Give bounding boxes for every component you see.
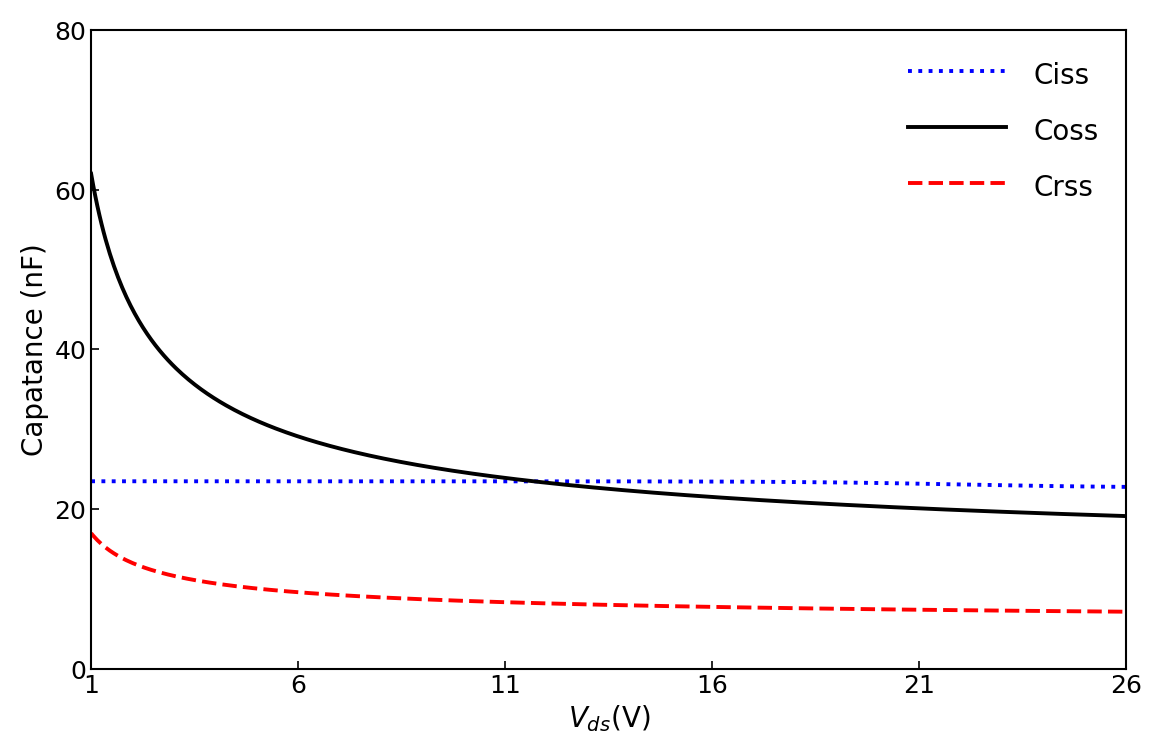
Crss xyxy=(1094,607,1108,616)
Y-axis label: Capatance (nF): Capatance (nF) xyxy=(21,243,49,456)
Ciss xyxy=(576,477,590,486)
Coss xyxy=(582,482,595,492)
Crss xyxy=(933,606,947,615)
Coss xyxy=(1119,512,1133,521)
X-axis label: $V_{ds}$(V): $V_{ds}$(V) xyxy=(568,704,650,734)
Crss xyxy=(84,528,98,538)
Crss xyxy=(582,600,595,609)
Crss xyxy=(576,599,590,609)
Crss xyxy=(644,601,658,610)
Ciss xyxy=(644,477,658,486)
Line: Crss: Crss xyxy=(91,533,1126,612)
Ciss xyxy=(1094,482,1108,492)
Ciss xyxy=(84,477,98,486)
Coss xyxy=(1094,511,1108,520)
Coss xyxy=(576,482,590,491)
Line: Ciss: Ciss xyxy=(91,482,1126,487)
Crss xyxy=(1119,607,1133,616)
Coss xyxy=(933,505,947,514)
Ciss xyxy=(933,479,947,488)
Ciss xyxy=(582,477,595,486)
Crss xyxy=(700,602,714,612)
Line: Coss: Coss xyxy=(91,174,1126,516)
Ciss xyxy=(700,477,714,486)
Coss xyxy=(644,488,658,497)
Legend: Ciss, Coss, Crss: Ciss, Coss, Crss xyxy=(894,45,1112,218)
Coss xyxy=(84,169,98,178)
Coss xyxy=(700,492,714,501)
Ciss xyxy=(1119,482,1133,492)
